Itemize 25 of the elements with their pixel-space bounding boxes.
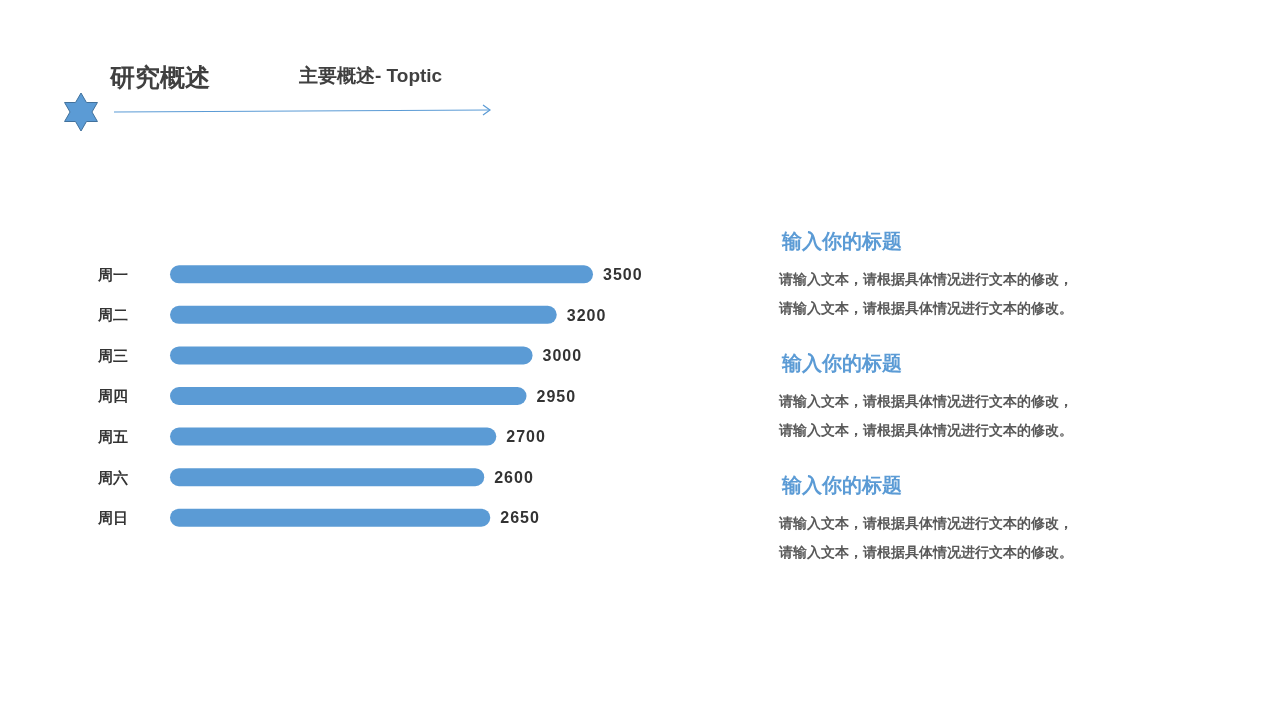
data-label: 2950 <box>536 387 577 405</box>
data-label: 2600 <box>494 468 534 486</box>
category-label: 周三 <box>98 346 128 364</box>
data-label: 2700 <box>506 428 546 446</box>
annotation: 输入你的标题 <box>782 230 902 252</box>
category-label: 周二 <box>98 306 128 324</box>
data-label: 3200 <box>566 306 607 324</box>
category-label: 周四 <box>98 387 128 405</box>
annotation: 请输入文本，请根据具体情况进行文本的修改， <box>779 271 1073 287</box>
title: 研究概述 <box>110 63 210 91</box>
annotation: 请输入文本，请根据具体情况进行文本的修改， <box>779 393 1073 409</box>
data-label: 2650 <box>500 509 540 527</box>
category-label: 周五 <box>98 427 128 445</box>
annotation: 请输入文本，请根据具体情况进行文本的修改， <box>779 515 1073 531</box>
annotation: 请输入文本，请根据具体情况进行文本的修改。 <box>779 421 1073 438</box>
subtitle: 主要概述- Toptic <box>299 65 443 86</box>
annotation: 请输入文本，请根据具体情况进行文本的修改。 <box>779 299 1073 316</box>
annotation: 输入你的标题 <box>782 474 902 496</box>
annotation: 输入你的标题 <box>782 352 902 374</box>
category-label: 周日 <box>98 509 128 527</box>
category-label: 周六 <box>98 468 128 486</box>
category-label: 周一 <box>98 265 128 283</box>
annotation: 请输入文本，请根据具体情况进行文本的修改。 <box>779 543 1073 560</box>
data-label: 3000 <box>542 347 583 365</box>
data-label: 3500 <box>603 266 643 284</box>
